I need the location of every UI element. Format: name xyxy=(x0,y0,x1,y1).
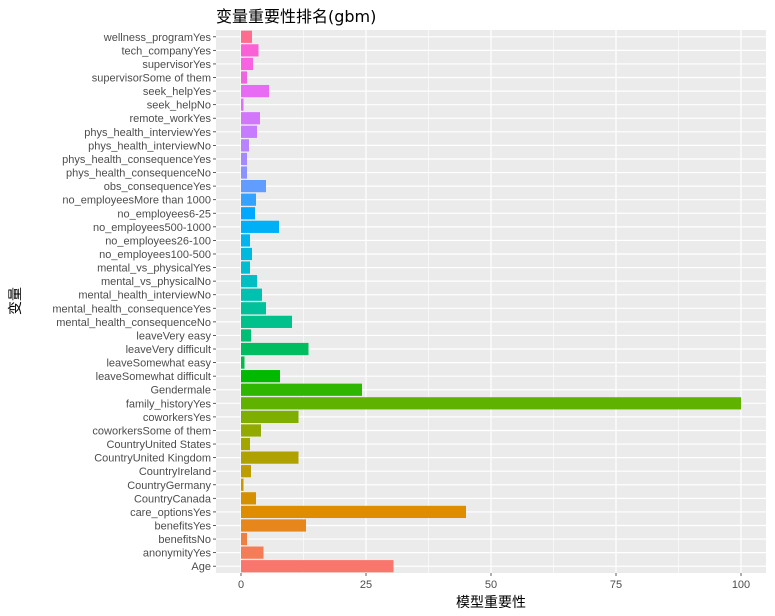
bar xyxy=(241,125,257,138)
bar xyxy=(241,166,247,179)
y-tick-label: coworkersSome of them xyxy=(92,425,211,437)
y-tick-label: mental_vs_physicalYes xyxy=(97,263,211,275)
bar xyxy=(241,465,251,478)
y-tick-label: no_employees100-500 xyxy=(99,249,211,261)
y-tick-label: seek_helpNo xyxy=(147,100,211,112)
y-tick-label: benefitsNo xyxy=(158,534,211,546)
bar xyxy=(241,397,741,410)
bar xyxy=(241,30,252,43)
y-tick-label: phys_health_consequenceYes xyxy=(62,154,211,166)
bar xyxy=(241,492,256,505)
y-tick-label: CountryGermany xyxy=(127,480,211,492)
y-axis-title: 变量 xyxy=(8,287,24,315)
y-tick-label: mental_health_consequenceYes xyxy=(52,303,211,315)
bar xyxy=(241,302,266,315)
bar xyxy=(241,329,251,342)
x-tick-labels: 0 25 50 75 100 xyxy=(238,573,750,591)
y-tick-label: phys_health_interviewNo xyxy=(88,140,211,152)
y-tick-label: coworkersYes xyxy=(143,412,212,424)
bar xyxy=(241,424,261,437)
x-tick-label: 0 xyxy=(238,579,244,591)
y-tick-label: Gendermale xyxy=(150,385,211,397)
y-tick-label: leaveVery easy xyxy=(136,330,211,342)
y-tick-label: tech_companyYes xyxy=(122,45,212,57)
bar xyxy=(241,44,259,57)
x-tick-label: 50 xyxy=(485,579,497,591)
bars xyxy=(241,30,741,573)
y-tick-label: remote_workYes xyxy=(129,113,211,125)
bar xyxy=(241,112,260,125)
bar xyxy=(241,98,244,111)
x-axis-title: 模型重要性 xyxy=(456,595,526,611)
bar xyxy=(241,451,299,464)
bar xyxy=(241,275,257,288)
x-tick-label: 25 xyxy=(360,579,372,591)
y-tick-label: family_historyYes xyxy=(126,398,212,410)
y-tick-label: supervisorSome of them xyxy=(92,73,211,85)
y-tick-label: CountryIreland xyxy=(139,466,211,478)
x-tick-label: 75 xyxy=(610,579,622,591)
bar xyxy=(241,356,245,369)
bar xyxy=(241,519,306,532)
bar xyxy=(241,342,309,356)
y-tick-label: obs_consequenceYes xyxy=(104,181,212,193)
bar xyxy=(241,234,250,247)
y-tick-label: phys_health_consequenceNo xyxy=(66,168,211,180)
bar xyxy=(241,139,249,152)
y-tick-label: leaveVery difficult xyxy=(126,344,211,356)
bar xyxy=(241,180,266,193)
bar xyxy=(241,220,279,233)
bar xyxy=(241,370,280,383)
y-tick-label: no_employees500-1000 xyxy=(93,222,211,234)
y-tick-label: phys_health_interviewYes xyxy=(84,127,211,139)
y-tick-label: CountryUnited Kingdom xyxy=(94,453,211,465)
bar xyxy=(241,437,250,451)
y-tick-label: mental_vs_physicalNo xyxy=(101,276,211,288)
bar xyxy=(241,383,362,396)
bar xyxy=(241,410,299,423)
y-tick-label: wellness_programYes xyxy=(103,32,212,44)
y-tick-label: mental_health_consequenceNo xyxy=(56,317,211,329)
bar xyxy=(241,84,269,98)
bar xyxy=(241,71,247,84)
y-tick-label: CountryCanada xyxy=(134,493,212,505)
bar xyxy=(241,152,247,166)
y-tick-label: care_optionsYes xyxy=(130,507,211,519)
bar xyxy=(241,315,292,328)
y-tick-label: benefitsYes xyxy=(155,520,212,532)
y-tick-label: leaveSomewhat easy xyxy=(106,358,211,370)
y-tick-label: no_employees26-100 xyxy=(105,235,211,247)
bar xyxy=(241,207,255,220)
bar xyxy=(241,193,256,206)
bar xyxy=(241,247,252,261)
y-tick-label: CountryUnited States xyxy=(106,439,211,451)
x-tick-label: 100 xyxy=(732,579,750,591)
chart-title: 变量重要性排名(gbm) xyxy=(216,7,376,26)
y-tick-label: mental_health_interviewNo xyxy=(78,290,211,302)
bar xyxy=(241,532,247,546)
bar xyxy=(241,478,244,491)
bar xyxy=(241,288,262,301)
bar xyxy=(241,546,264,559)
bar xyxy=(241,57,253,71)
y-tick-label: leaveSomewhat difficult xyxy=(96,371,211,383)
y-tick-label: no_employees6-25 xyxy=(117,208,211,220)
y-tick-label: Age xyxy=(191,561,211,573)
y-tick-label: seek_helpYes xyxy=(143,86,212,98)
bar xyxy=(241,505,466,519)
y-tick-label: no_employeesMore than 1000 xyxy=(62,195,211,207)
y-tick-label: supervisorYes xyxy=(142,59,211,71)
y-tick-label: anonymityYes xyxy=(143,548,212,560)
bar xyxy=(241,560,394,573)
bar xyxy=(241,261,250,274)
